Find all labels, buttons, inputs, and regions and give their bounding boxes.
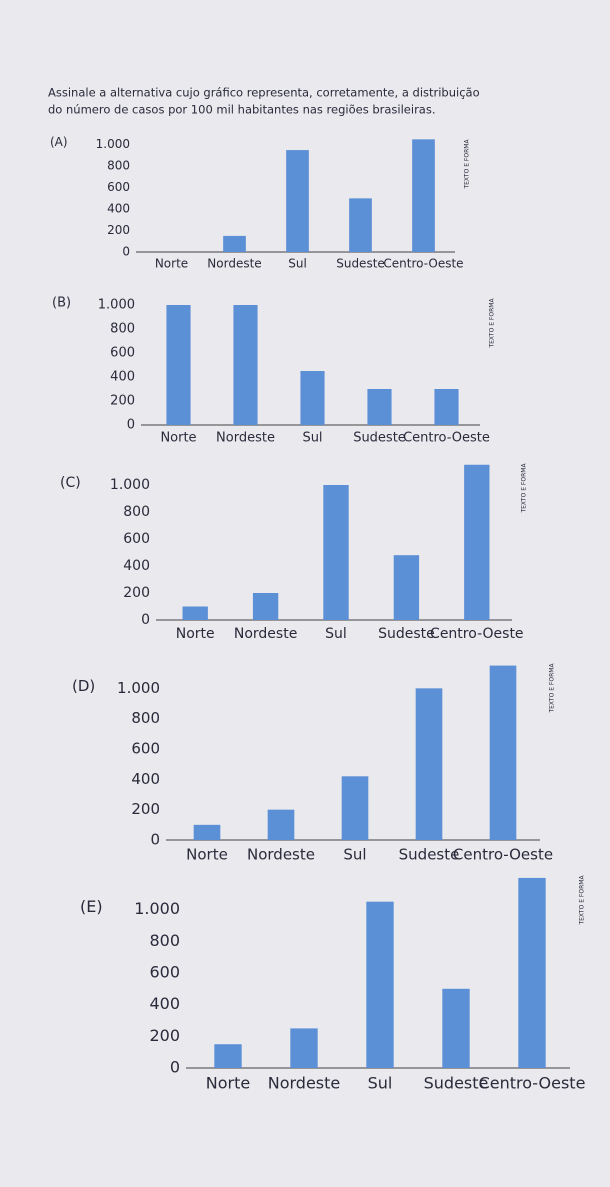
x-tick-label: Sul <box>302 431 322 446</box>
y-tick-label: 400 <box>110 370 135 385</box>
option-label: (E) <box>80 897 103 916</box>
side-text: TEXTO E FORMA <box>549 663 556 714</box>
bar <box>267 809 295 840</box>
option-label: (C) <box>60 475 81 491</box>
option-label: (D) <box>72 677 95 695</box>
x-tick-label: Sul <box>368 1074 393 1093</box>
bar <box>442 988 470 1068</box>
x-tick-label: Sudeste <box>353 431 406 446</box>
x-tick-label: Norte <box>176 626 215 642</box>
y-tick-label: 1.000 <box>110 477 150 493</box>
side-text: TEXTO E FORMA <box>579 875 586 926</box>
y-tick-label: 200 <box>149 1026 180 1045</box>
bar <box>393 555 420 620</box>
x-tick-label: Centro-Oeste <box>479 1074 586 1093</box>
y-tick-label: 800 <box>149 931 180 950</box>
y-tick-label: 0 <box>122 245 130 259</box>
x-tick-label: Centro-Oeste <box>430 626 524 642</box>
x-tick-label: Sul <box>325 626 347 642</box>
y-tick-label: 600 <box>107 180 130 194</box>
y-tick-label: 800 <box>123 504 150 520</box>
option-label: (A) <box>50 135 68 149</box>
x-tick-label: Nordeste <box>247 846 315 864</box>
y-tick-label: 0 <box>127 418 135 433</box>
x-tick-label: Norte <box>206 1074 250 1093</box>
bar <box>349 198 372 252</box>
x-tick-label: Sudeste <box>399 846 460 864</box>
bar <box>518 877 546 1068</box>
y-tick-label: 400 <box>107 202 130 216</box>
y-tick-label: 1.000 <box>117 679 160 697</box>
x-tick-label: Sudeste <box>336 257 385 271</box>
y-tick-label: 800 <box>107 159 130 173</box>
side-text: TEXTO E FORMA <box>489 298 496 349</box>
y-tick-label: 400 <box>123 558 150 574</box>
side-text: TEXTO E FORMA <box>464 139 471 190</box>
bar <box>286 150 309 252</box>
y-tick-label: 200 <box>123 585 150 601</box>
bar <box>341 776 369 840</box>
y-tick-label: 400 <box>131 770 160 788</box>
x-tick-label: Norte <box>186 846 228 864</box>
bar <box>214 1044 242 1068</box>
x-tick-label: Sul <box>288 257 307 271</box>
x-tick-label: Centro-Oeste <box>403 431 490 446</box>
y-tick-label: 800 <box>110 322 135 337</box>
x-tick-label: Norte <box>160 431 196 446</box>
y-tick-label: 200 <box>110 394 135 409</box>
y-tick-label: 0 <box>141 612 150 628</box>
y-tick-label: 600 <box>110 346 135 361</box>
bar <box>233 305 258 425</box>
x-tick-label: Centro-Oeste <box>383 257 463 271</box>
y-tick-label: 1.000 <box>134 899 180 918</box>
question-line: do número de casos por 100 mil habitante… <box>48 103 436 117</box>
bar <box>300 371 325 425</box>
side-text: TEXTO E FORMA <box>521 463 528 514</box>
y-tick-label: 0 <box>170 1058 180 1077</box>
y-tick-label: 800 <box>131 709 160 727</box>
bar <box>464 464 490 620</box>
bar <box>290 1028 318 1068</box>
x-tick-label: Nordeste <box>216 431 275 446</box>
bar <box>252 593 279 620</box>
y-tick-label: 600 <box>131 740 160 758</box>
y-tick-label: 1.000 <box>96 137 130 151</box>
y-tick-label: 200 <box>131 800 160 818</box>
y-tick-label: 600 <box>123 531 150 547</box>
y-tick-label: 1.000 <box>98 298 135 313</box>
bar <box>489 665 517 840</box>
x-tick-label: Sudeste <box>378 626 435 642</box>
bar <box>166 305 191 425</box>
question-line: Assinale a alternativa cujo gráfico repr… <box>48 86 480 100</box>
x-tick-label: Sudeste <box>424 1074 489 1093</box>
y-tick-label: 0 <box>150 831 160 849</box>
bar <box>223 235 246 252</box>
bar <box>323 485 349 620</box>
y-tick-label: 200 <box>107 223 130 237</box>
bar <box>434 389 459 425</box>
x-tick-label: Centro-Oeste <box>453 846 553 864</box>
bar <box>415 688 443 840</box>
y-tick-label: 600 <box>149 962 180 981</box>
bar <box>412 139 435 252</box>
x-tick-label: Nordeste <box>207 257 261 271</box>
y-tick-label: 400 <box>149 994 180 1013</box>
bar <box>367 389 392 425</box>
bar <box>182 606 208 620</box>
x-tick-label: Nordeste <box>268 1074 341 1093</box>
x-tick-label: Sul <box>343 846 366 864</box>
bar <box>193 824 221 840</box>
x-tick-label: Nordeste <box>234 626 297 642</box>
bar <box>366 901 394 1068</box>
option-label: (B) <box>52 296 71 311</box>
x-tick-label: Norte <box>155 257 188 271</box>
